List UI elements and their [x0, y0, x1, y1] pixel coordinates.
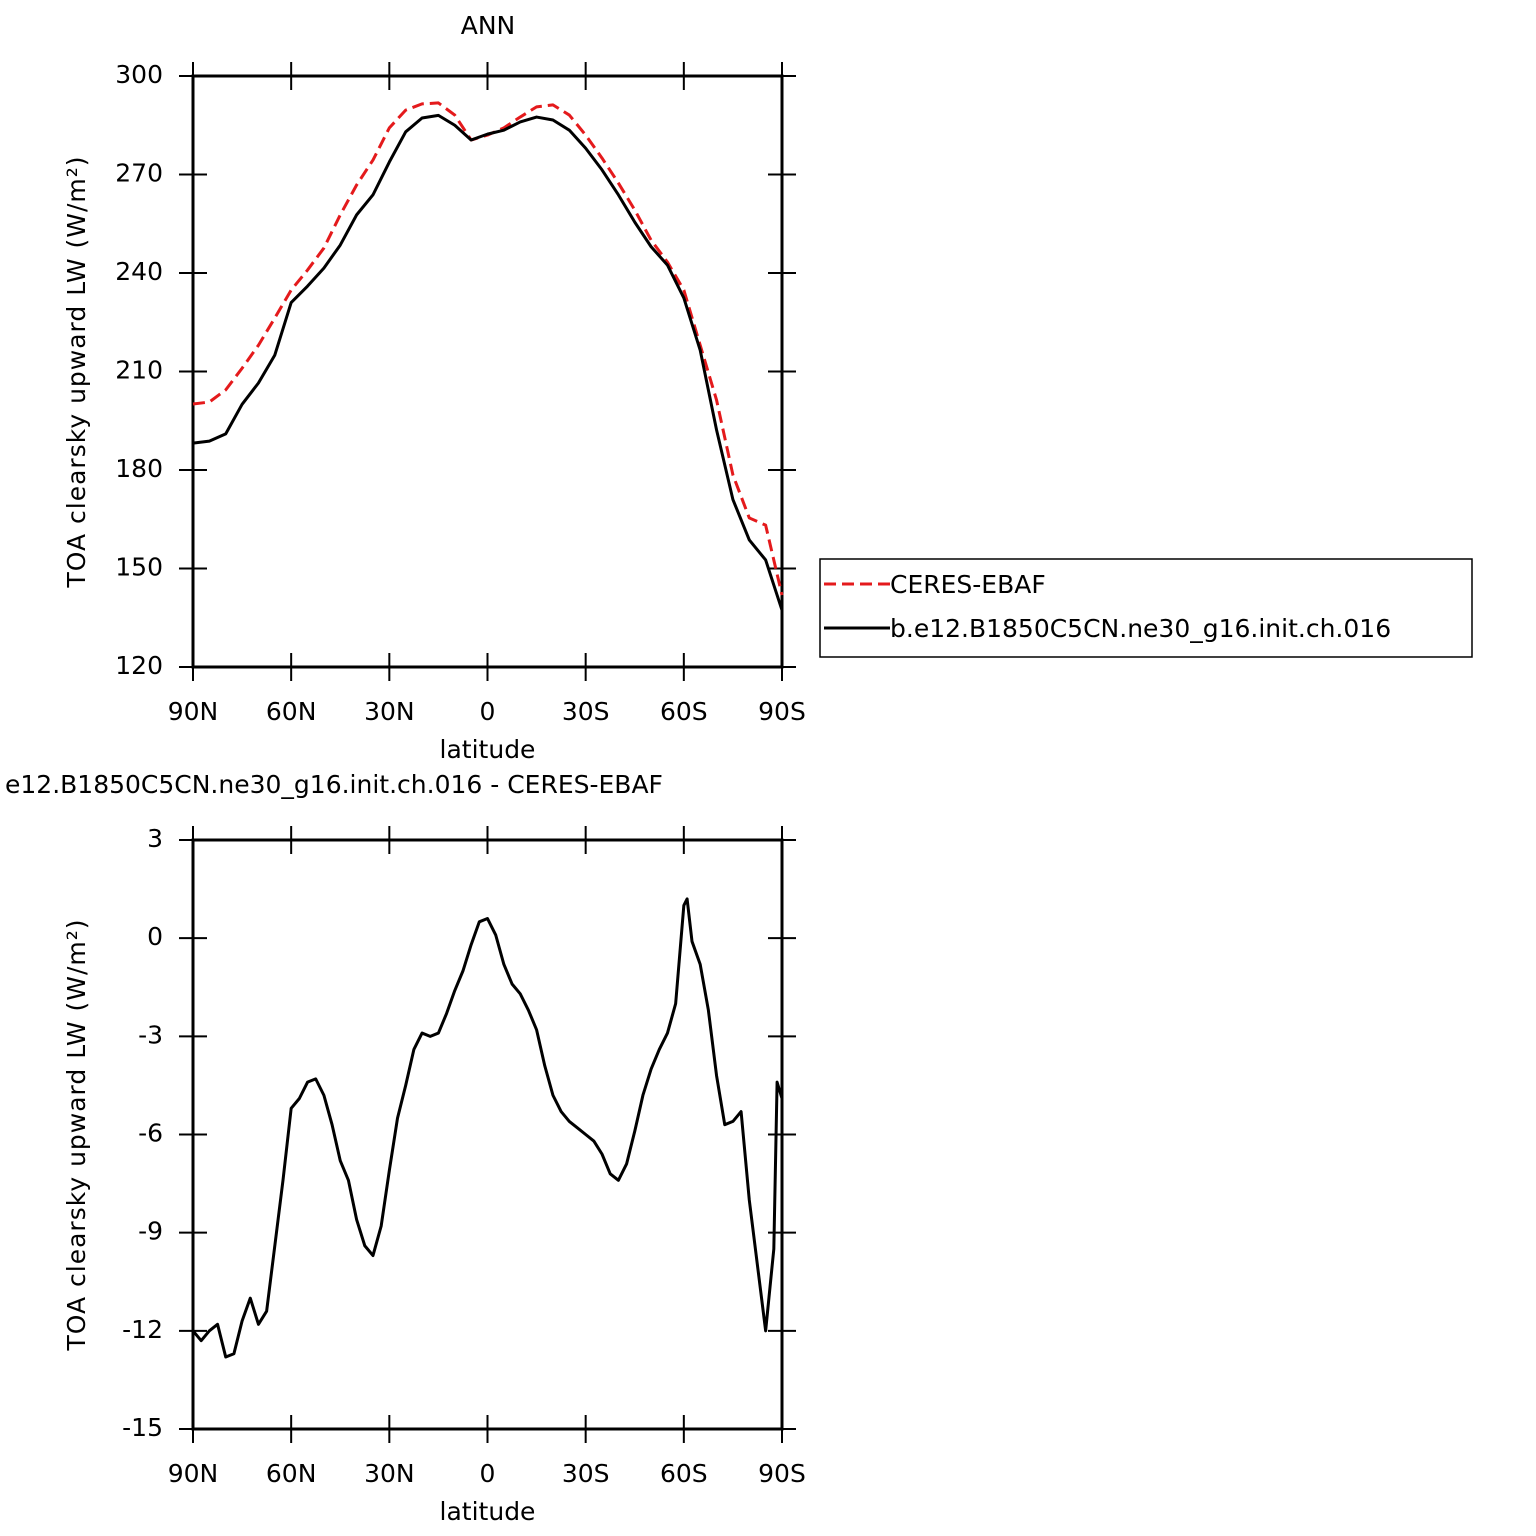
series-line: [191, 897, 784, 1359]
series-line: [192, 101, 784, 596]
y-tick-label: 3: [147, 824, 163, 853]
x-tick-label: 90S: [758, 697, 806, 726]
x-axis-label: latitude: [440, 1497, 536, 1526]
legend-label: b.e12.B1850C5CN.ne30_g16.init.ch.016: [890, 614, 1391, 643]
x-axis-label: latitude: [440, 735, 536, 764]
y-tick-label: 210: [115, 356, 163, 385]
x-tick-label: 30N: [364, 697, 415, 726]
chart-title: ANN: [461, 11, 516, 40]
y-tick-label: -9: [138, 1217, 163, 1246]
x-tick-label: 90N: [168, 697, 219, 726]
legend-box: [819, 558, 1473, 658]
x-tick-label: 0: [480, 697, 496, 726]
x-tick-label: 60N: [266, 697, 317, 726]
y-tick-label: 180: [115, 454, 163, 483]
y-axis-label: TOA clearsky upward LW (W/m²): [62, 155, 91, 588]
y-tick-label: 0: [147, 922, 163, 951]
y-axis-label: TOA clearsky upward LW (W/m²): [62, 918, 91, 1351]
plot-frame: [191, 74, 784, 669]
y-tick-label: 300: [115, 60, 163, 89]
x-tick-label: 30N: [364, 1459, 415, 1488]
x-tick-label: 90S: [758, 1459, 806, 1488]
series-line: [192, 113, 784, 611]
y-tick-label: 240: [115, 257, 163, 286]
legend-label: CERES-EBAF: [890, 570, 1046, 599]
x-tick-label: 60S: [660, 1459, 708, 1488]
y-tick-label: -6: [138, 1119, 163, 1148]
y-tick-label: 120: [115, 651, 163, 680]
y-tick-label: 150: [115, 553, 163, 582]
x-tick-label: 60N: [266, 1459, 317, 1488]
x-tick-label: 60S: [660, 697, 708, 726]
x-tick-label: 90N: [168, 1459, 219, 1488]
y-tick-label: -15: [122, 1413, 163, 1442]
x-tick-label: 0: [480, 1459, 496, 1488]
chart-title: e12.B1850C5CN.ne30_g16.init.ch.016 - CER…: [5, 770, 663, 799]
x-tick-label: 30S: [562, 697, 610, 726]
y-tick-label: -12: [122, 1315, 163, 1344]
y-tick-label: 270: [115, 159, 163, 188]
y-tick-label: -3: [138, 1020, 163, 1049]
plot-frame: [191, 838, 784, 1431]
x-tick-label: 30S: [562, 1459, 610, 1488]
